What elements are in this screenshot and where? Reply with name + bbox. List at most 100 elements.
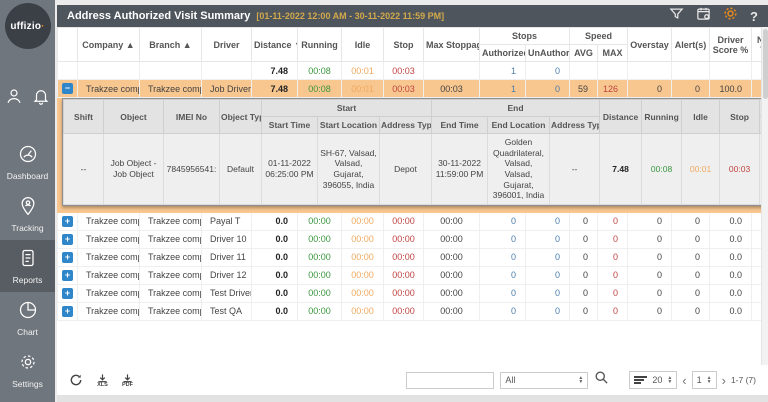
trip-detail-table: Shift Object IMEI No Object Type Start E…	[63, 99, 761, 205]
brand-logo[interactable]: uffizio ·	[4, 3, 51, 49]
cell-trips: 0	[751, 265, 761, 285]
prev-page-button[interactable]: ‹	[682, 372, 687, 388]
settings-gear-icon	[18, 352, 38, 377]
subcell-end-address-type: --	[549, 133, 601, 205]
cell-running: 00:00	[297, 211, 342, 231]
collapse-row-button[interactable]: −	[62, 83, 73, 94]
reports-document-icon	[18, 248, 38, 273]
schedule-calendar-icon[interactable]	[696, 6, 711, 26]
sidebar-item-dashboard[interactable]: Dashboard	[0, 136, 55, 188]
col-authorized[interactable]: Authorized	[479, 44, 526, 62]
help-icon[interactable]: ?	[750, 8, 758, 24]
cell-overstay: 0	[627, 229, 673, 249]
cell-running: 00:08	[297, 79, 342, 98]
col-alerts[interactable]: Alert(s)	[671, 27, 711, 62]
cell-driver: Driver 10	[201, 229, 252, 249]
cell-distance: 0.0	[251, 283, 298, 303]
search-input[interactable]	[406, 371, 495, 389]
subcol-imei: IMEI No	[163, 99, 220, 134]
cell-running: 00:00	[297, 247, 342, 267]
expand-row-button[interactable]: +	[62, 305, 73, 317]
col-driver-score[interactable]: Driver Score %	[709, 27, 753, 62]
total-distance: 7.48	[251, 61, 298, 80]
cell-idle: 00:00	[341, 229, 384, 249]
search-field-select[interactable]: All ▲ ▼	[500, 371, 589, 389]
col-running[interactable]: Running	[297, 27, 342, 62]
cell-avg: 0	[569, 283, 599, 303]
vertical-scrollbar[interactable]	[761, 27, 768, 365]
cell-company: Trakzee comp	[77, 247, 140, 267]
col-branch[interactable]: Branch ▲	[139, 27, 202, 62]
cell-branch: Trakzee comp	[139, 283, 202, 303]
col-idle[interactable]: Idle	[341, 27, 384, 62]
user-icon[interactable]	[5, 87, 23, 110]
subcol-distance: Distance	[599, 99, 643, 134]
cell-alerts: 0	[671, 265, 711, 285]
col-driver[interactable]: Driver	[201, 27, 252, 62]
page-number-value: 1	[696, 375, 702, 385]
expand-row-button[interactable]: +	[62, 233, 73, 245]
cell-company: Trakzee comp	[77, 211, 140, 231]
cell-company: Trakzee comp	[77, 283, 140, 303]
sidebar-item-settings[interactable]: Settings	[0, 344, 55, 396]
cell-driver: Driver 11	[201, 247, 252, 267]
table-row: + Trakzee comp Trakzee comp Driver 10 0.…	[57, 229, 761, 249]
expand-row-button[interactable]: +	[62, 215, 73, 227]
report-content: Company ▲ Branch ▲ Driver Distance ▼ Run…	[57, 27, 768, 365]
main-panel: Address Authorized Visit Summary [01-11-…	[55, 0, 768, 402]
notifications-bell-icon[interactable]	[32, 87, 50, 110]
table-row: + Trakzee comp Trakzee comp Test QA 0.0 …	[57, 301, 761, 321]
cell-avg: 0	[569, 265, 599, 285]
cell-distance: 0.0	[251, 229, 298, 249]
cell-stop: 00:00	[383, 247, 424, 267]
col-overstay[interactable]: Overstay	[627, 27, 673, 62]
search-button[interactable]	[594, 370, 609, 390]
cell-alerts: 0	[671, 229, 711, 249]
total-stop: 00:03	[383, 61, 424, 80]
cell-overstay: 0	[627, 283, 673, 303]
sidebar-item-label: Reports	[12, 275, 43, 285]
subcol-start-address-type: Address Type	[378, 116, 433, 134]
cell-trips: 0	[751, 247, 761, 267]
expand-row-button[interactable]: +	[62, 287, 73, 299]
export-xls-button[interactable]: XLS	[97, 373, 108, 388]
cell-distance: 0.0	[251, 211, 298, 231]
page-title: Address Authorized Visit Summary	[67, 10, 251, 22]
col-unauthorized[interactable]: UnAuthorized	[524, 44, 571, 62]
total-running: 00:08	[297, 61, 342, 80]
cell-alerts: 0	[671, 247, 711, 267]
page-size-select[interactable]: 20 ▲ ▼	[629, 371, 678, 389]
subcell-shift: --	[63, 133, 104, 205]
pagination: 20 ▲ ▼ ‹ 1 ▲ ▼ › 1-7 (7)	[629, 371, 756, 389]
col-no-of-trip[interactable]: No of Trip	[751, 27, 761, 62]
sidebar-item-chart[interactable]: Chart	[0, 292, 55, 344]
subcol-object: Object	[103, 99, 164, 134]
expand-row-button[interactable]: +	[62, 251, 73, 263]
cell-stop: 00:00	[383, 229, 424, 249]
subcol-start-location: Start Location	[317, 116, 380, 134]
col-avg[interactable]: AVG	[569, 44, 599, 62]
cell-authorized: 0	[479, 229, 526, 249]
sidebar-item-reports[interactable]: Reports	[0, 240, 55, 292]
col-stop[interactable]: Stop	[383, 27, 424, 62]
filter-icon[interactable]	[669, 6, 684, 26]
export-pdf-button[interactable]: PDF	[122, 373, 133, 388]
download-icon	[123, 373, 132, 382]
expand-row-button[interactable]: +	[62, 269, 73, 281]
col-max[interactable]: MAX	[597, 44, 629, 62]
detail-row: Shift Object IMEI No Object Type Start E…	[57, 97, 761, 213]
refresh-button[interactable]	[69, 373, 83, 387]
cell-authorized: 0	[479, 265, 526, 285]
page-number-select[interactable]: 1 ▲ ▼	[691, 371, 717, 389]
cell-driver-score: 0.0	[709, 229, 753, 249]
cell-distance: 0.0	[251, 247, 298, 267]
sidebar-item-tracking[interactable]: Tracking	[0, 188, 55, 240]
scrollbar-thumb[interactable]	[763, 29, 768, 99]
next-page-button[interactable]: ›	[721, 372, 726, 388]
col-max-stoppage[interactable]: Max Stoppage	[423, 27, 480, 62]
col-distance[interactable]: Distance ▼	[251, 27, 298, 62]
report-settings-gear-icon[interactable]	[723, 6, 738, 26]
col-company[interactable]: Company ▲	[77, 27, 140, 62]
cell-alerts: 0	[671, 301, 711, 321]
